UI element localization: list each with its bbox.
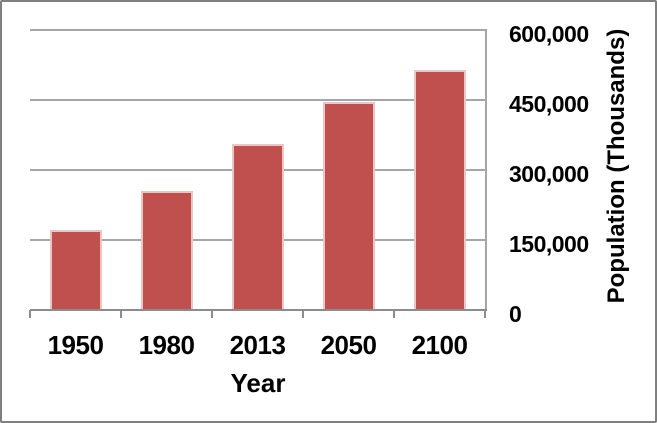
y-tick-label-450000: 450,000 bbox=[509, 91, 589, 117]
bar-2013 bbox=[232, 144, 284, 310]
y-axis-line bbox=[485, 29, 487, 311]
y-tick-label-150000: 150,000 bbox=[509, 231, 589, 257]
x-tick-label-2100: 2100 bbox=[411, 330, 468, 360]
x-axis-title: Year bbox=[230, 368, 286, 398]
x-tick-label-2050: 2050 bbox=[320, 330, 377, 360]
x-axis-tick bbox=[484, 310, 486, 318]
y-tick-label-600000: 600,000 bbox=[509, 21, 589, 47]
x-axis-line bbox=[30, 309, 487, 311]
bar-1950 bbox=[50, 230, 102, 310]
bar-2100 bbox=[414, 70, 466, 310]
bar-1980 bbox=[141, 191, 193, 310]
x-tick-label-2013: 2013 bbox=[229, 330, 286, 360]
y-tick-label-300000: 300,000 bbox=[509, 161, 589, 187]
bar-2050 bbox=[323, 102, 375, 310]
x-axis-tick bbox=[120, 310, 122, 318]
y-tick-label-0: 0 bbox=[509, 301, 522, 327]
x-tick-label-1950: 1950 bbox=[47, 330, 104, 360]
y-axis-title: Population (Thousands) bbox=[603, 28, 630, 304]
plot-area bbox=[29, 29, 487, 318]
x-axis-tick bbox=[393, 310, 395, 318]
x-axis-tick bbox=[302, 310, 304, 318]
x-axis-tick bbox=[211, 310, 213, 318]
gridline bbox=[30, 99, 485, 101]
gridline bbox=[30, 29, 485, 31]
x-axis-tick bbox=[29, 310, 31, 318]
x-tick-label-1980: 1980 bbox=[138, 330, 195, 360]
